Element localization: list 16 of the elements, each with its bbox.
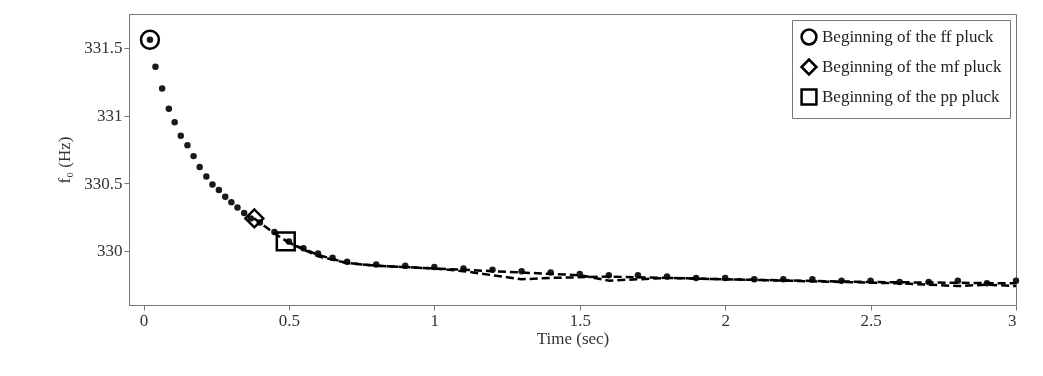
- x-tick-label: 3: [1008, 310, 1017, 330]
- x-tick-label: 1: [430, 310, 440, 330]
- x-tick-label: 2: [721, 310, 730, 330]
- legend-label: Beginning of the ff pluck: [822, 27, 995, 46]
- x-tick-label: 2.5: [860, 310, 882, 330]
- legend-label: Beginning of the pp pluck: [822, 87, 1001, 106]
- x-tick-label: 0: [139, 310, 149, 330]
- y-tick-label: 330: [97, 241, 123, 261]
- y-tick-label: 331.5: [84, 38, 123, 58]
- y-tick-label: 330.5: [84, 173, 123, 193]
- x-tick-label: 1.5: [569, 310, 591, 330]
- x-tick-label: 0.5: [278, 310, 301, 330]
- y-tick-label: 331: [97, 106, 123, 126]
- legend-label: Beginning of the mf pluck: [822, 57, 1002, 76]
- x-axis-title: Time (sec): [536, 328, 610, 348]
- y-axis-title: f₀ (Hz): [55, 136, 75, 184]
